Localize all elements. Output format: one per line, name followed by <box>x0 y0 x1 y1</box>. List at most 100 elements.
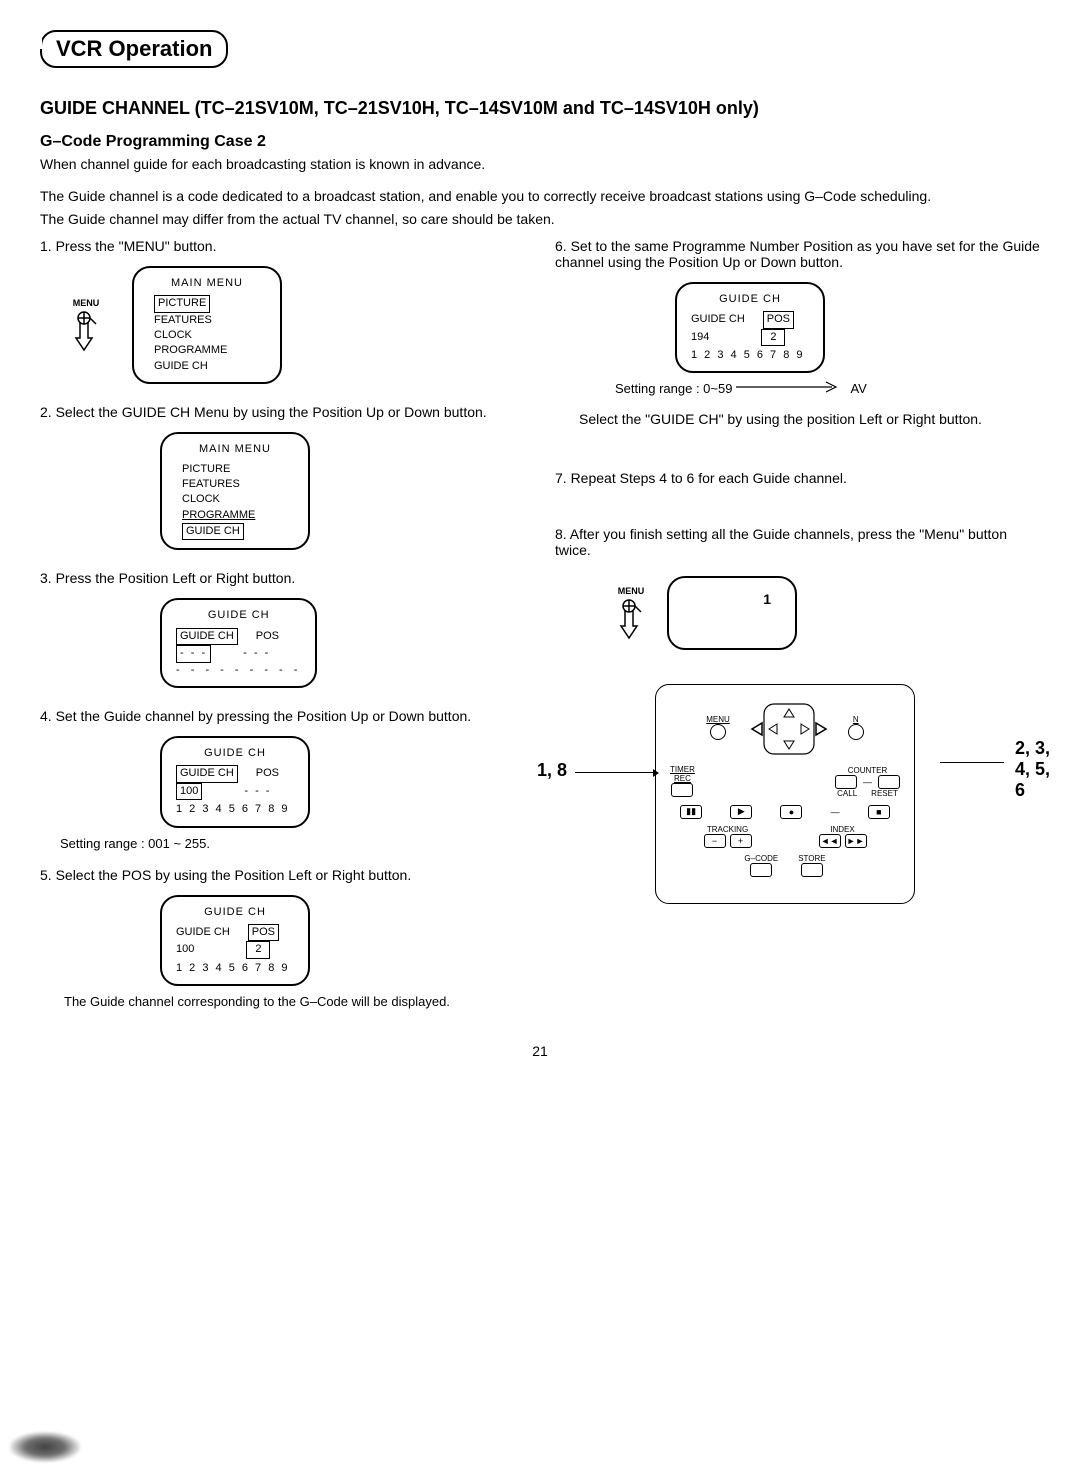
screen-guide-100-2: GUIDE CH GUIDE CH POS 100 2 1 2 3 4 5 6 … <box>160 895 310 987</box>
val-right: 2 <box>761 329 785 346</box>
index-label: INDEX <box>819 825 867 834</box>
play-button[interactable]: ▶ <box>730 805 752 819</box>
label-pos: POS <box>256 629 279 644</box>
stop-button[interactable]: ■ <box>868 805 890 819</box>
step-4-range: Setting range : 001 ~ 255. <box>60 836 525 851</box>
val-left: 100 <box>176 783 202 800</box>
val-right: - - - <box>243 646 270 661</box>
paragraph-2: The Guide channel may differ from the ac… <box>40 210 1040 230</box>
menu-item-features: FEATURES <box>148 313 266 328</box>
step-6-text: 6. Set to the same Programme Number Posi… <box>555 238 1040 270</box>
step-4-text: 4. Set the Guide channel by pressing the… <box>40 708 525 724</box>
tracking-plus-button[interactable]: + <box>730 834 752 848</box>
lead-right-label: 2, 3, 4, 5, 6 <box>1015 738 1050 801</box>
counter-button-1[interactable] <box>835 775 857 789</box>
step-1-text: 1. Press the "MENU" button. <box>40 238 525 254</box>
val-right: - - - <box>244 784 271 799</box>
screen-title: GUIDE CH <box>176 905 294 920</box>
val-left: - - - <box>176 645 211 662</box>
screen-guide-100: GUIDE CH GUIDE CH POS 100 - - - 1 2 3 4 … <box>160 736 310 828</box>
store-button[interactable] <box>801 863 823 877</box>
val-left: 100 <box>176 942 194 957</box>
rec-button[interactable]: ● <box>780 805 802 819</box>
screen-one-content: 1 <box>683 586 781 640</box>
screen-title: MAIN MENU <box>176 442 294 457</box>
screen-main-menu-1: MAIN MENU PICTURE FEATURES CLOCK PROGRAM… <box>132 266 282 384</box>
step-6-note: Select the "GUIDE CH" by using the posit… <box>579 410 1040 430</box>
label-guide: GUIDE CH <box>176 628 238 645</box>
step-8-text: 8. After you finish setting all the Guid… <box>555 526 1040 558</box>
intro-line: When channel guide for each broadcasting… <box>40 155 1040 175</box>
index-rew-button[interactable]: ◄◄ <box>819 834 841 848</box>
screen-one: 1 <box>667 576 797 650</box>
guide-heading: GUIDE CHANNEL (TC–21SV10M, TC–21SV10H, T… <box>40 98 1040 119</box>
step-3-text: 3. Press the Position Left or Right butt… <box>40 570 525 586</box>
remote-menu-label: MENU <box>706 715 730 724</box>
tracking-minus-button[interactable]: − <box>704 834 726 848</box>
paragraph-1: The Guide channel is a code dedicated to… <box>40 187 1040 207</box>
val-right: 2 <box>246 941 270 958</box>
screen-title: GUIDE CH <box>691 292 809 307</box>
menu-item-programme: PROGRAMME <box>182 509 255 521</box>
menu-item-clock: CLOCK <box>148 328 266 343</box>
label-pos: POS <box>256 766 279 781</box>
counter-label: COUNTER <box>835 766 900 775</box>
scan-artifact <box>10 1432 80 1462</box>
menu-button-icon: MENU <box>615 586 647 640</box>
gcode-heading: G–Code Programming Case 2 <box>40 133 1040 151</box>
screen-guide-blank: GUIDE CH GUIDE CH POS - - - - - - - - - … <box>160 598 317 688</box>
menu-item-programme: PROGRAMME <box>148 343 266 358</box>
step-5-text: 5. Select the POS by using the Position … <box>40 867 525 883</box>
step-2-text: 2. Select the GUIDE CH Menu by using the… <box>40 404 525 420</box>
index-fwd-button[interactable]: ►► <box>845 834 867 848</box>
pause-button[interactable]: ▮▮ <box>680 805 702 819</box>
section-title: VCR Operation <box>40 30 228 68</box>
screen-title: GUIDE CH <box>176 608 301 623</box>
av-label: AV <box>850 381 866 396</box>
right-column: 6. Set to the same Programme Number Posi… <box>555 238 1040 1004</box>
dashes: - - - - - - - - - <box>176 663 301 678</box>
screen-title: MAIN MENU <box>148 276 266 291</box>
screen-guide-194-2: GUIDE CH GUIDE CH POS 194 2 1 2 3 4 5 6 … <box>675 282 825 374</box>
digits: 1 2 3 4 5 6 7 8 9 <box>176 961 294 976</box>
page-number: 21 <box>40 1043 1040 1059</box>
lead-line-right <box>940 762 1004 764</box>
store-label: STORE <box>798 854 825 863</box>
gcode-button[interactable] <box>750 863 772 877</box>
remote-n-label: N <box>848 715 864 724</box>
step-6-range: Setting range : 0~59 <box>615 381 732 396</box>
step-7-text: 7. Repeat Steps 4 to 6 for each Guide ch… <box>555 470 1040 486</box>
call-label: CALL <box>837 789 857 798</box>
label-guide: GUIDE CH <box>176 925 230 940</box>
section-title-text: VCR Operation <box>56 36 212 61</box>
gcode-label: G–CODE <box>744 854 778 863</box>
menu-item-picture: PICTURE <box>176 462 294 477</box>
screen-title: GUIDE CH <box>176 746 294 761</box>
left-column: 1. Press the "MENU" button. MENU MAIN ME… <box>40 238 525 1013</box>
timer-rec-button[interactable] <box>671 783 693 797</box>
tracking-label: TRACKING <box>704 825 752 834</box>
menu-item-guidech: GUIDE CH <box>148 359 266 374</box>
digits: 1 2 3 4 5 6 7 8 9 <box>691 348 809 363</box>
lead-left-label: 1, 8 <box>537 760 567 781</box>
dpad-icon <box>734 699 844 759</box>
menu-item-picture: PICTURE <box>154 295 210 312</box>
remote-menu-button[interactable] <box>710 724 726 740</box>
label-guide: GUIDE CH <box>691 312 745 327</box>
timer-rec-label: TIMER REC <box>670 765 695 783</box>
reset-label: RESET <box>871 789 898 798</box>
menu-item-guidech: GUIDE CH <box>182 523 244 540</box>
label-pos: POS <box>248 924 279 941</box>
label-pos: POS <box>763 311 794 328</box>
menu-label: MENU <box>73 298 100 308</box>
arrow-icon <box>736 381 846 396</box>
screen-main-menu-2: MAIN MENU PICTURE FEATURES CLOCK PROGRAM… <box>160 432 310 550</box>
remote-n-button[interactable] <box>848 724 864 740</box>
val-left: 194 <box>691 330 709 345</box>
counter-button-2[interactable] <box>878 775 900 789</box>
menu-item-features: FEATURES <box>176 477 294 492</box>
step-5-note: The Guide channel corresponding to the G… <box>64 994 525 1009</box>
menu-item-clock: CLOCK <box>176 492 294 507</box>
remote-diagram: 1, 8 2, 3, 4, 5, 6 MENU <box>555 684 1040 1004</box>
digits: 1 2 3 4 5 6 7 8 9 <box>176 802 294 817</box>
